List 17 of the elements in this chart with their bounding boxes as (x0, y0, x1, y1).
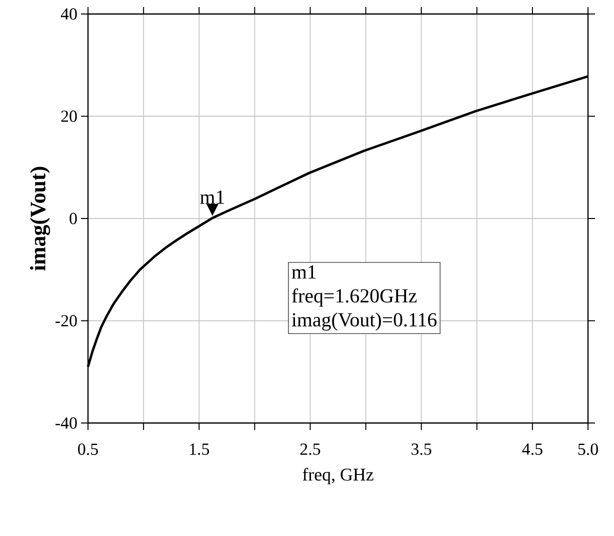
annotation: m1 (200, 190, 224, 204)
y-tick-label: 0 (70, 212, 77, 224)
x-tick-label: 4.5 (522, 444, 542, 455)
y-tick-label: 20 (61, 110, 77, 122)
y-axis-title: imag(Vout) (30, 166, 50, 271)
x-tick-label: 3.5 (412, 444, 432, 455)
x-tick-label: 1.5 (190, 444, 210, 455)
x-axis-title: freq, GHz (302, 468, 374, 484)
y-tick-label: -20 (56, 315, 77, 326)
x-tick-label: 5.0 (578, 444, 598, 456)
annotation: imag(Vout)=0.116 (292, 312, 437, 331)
y-tick-label: 40 (60, 8, 77, 20)
annotation: m1 (292, 265, 316, 279)
y-tick-label: -40 (56, 417, 77, 429)
x-tick-label: 0.5 (78, 444, 98, 456)
annotation: freq=1.620GHz (292, 288, 417, 307)
x-tick-label: 2.5 (300, 444, 320, 455)
